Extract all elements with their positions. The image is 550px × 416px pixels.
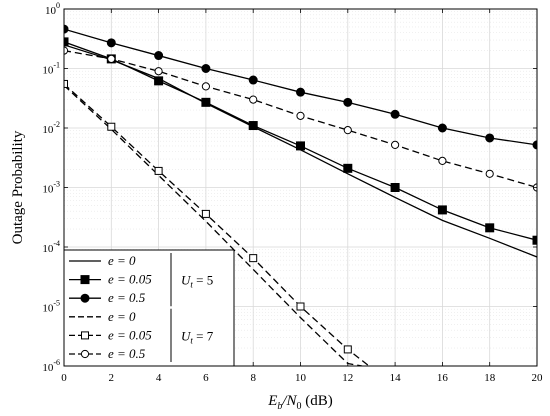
series-4 [64,84,363,366]
series-3-point [485,133,495,143]
series-3-point [390,109,400,119]
legend-group-label-ut7-base: U [181,328,192,343]
legend-label-5: e = 0.05 [108,327,152,342]
x-tick-label: 0 [61,372,67,384]
legend-marker-3 [80,293,90,303]
series-6-point [485,169,494,178]
x-tick-label: 4 [156,372,162,384]
series-6-point [201,82,210,91]
series-3-point [343,97,353,107]
legend-entry-5: e = 0.05 [69,327,152,342]
legend-box [63,249,235,367]
legend-label-1: e = 0 [108,253,136,268]
series-4-line [64,84,363,366]
legend: e = 0 e = 0.05 e = 0.5 e = 0 e = 0.05 e = 0.5… [63,249,235,367]
legend-label-2: e = 0.05 [108,272,152,287]
legend-label-6: e = 0.5 [108,346,146,361]
series-layer [64,24,537,366]
y-axis-label: Outage Probability [10,130,26,244]
series-2-point [154,76,164,86]
legend-label-3: e = 0.5 [108,290,146,305]
x-axis-label-tail: (dB) [302,393,333,409]
series-2-point [390,183,400,192]
series-3-point [296,87,305,97]
legend-group-label-ut7-sub: t [190,335,193,345]
series-5-point [343,345,352,354]
series-3-point [248,75,258,85]
y-tick-label: 10-3 [42,180,60,196]
legend-group-label-ut5-sub: t [190,280,193,290]
legend-marker-5 [81,331,89,340]
y-tick-label: 10-2 [42,120,60,136]
series-6-point [438,156,447,165]
y-tick-label: 100 [45,1,60,17]
series-5-point [296,302,305,311]
series-6-point [249,95,258,104]
series-6-point [391,140,400,149]
series-3-point [201,64,211,73]
legend-group-label-ut5-tail: = 5 [193,273,213,288]
series-5-line [64,83,370,366]
series-3-point [106,38,116,48]
x-tick-label: 2 [109,372,115,384]
series-3-point [437,123,447,133]
x-axis-label: Eb/N0 (dB) [267,393,333,412]
series-5-point [64,79,68,88]
series-5-point [201,209,210,218]
x-tick-label: 8 [250,372,256,384]
y-tick-label: 10-5 [42,299,60,315]
x-tick-label: 10 [295,372,307,384]
y-tick-label: 10-4 [42,239,60,255]
legend-entry-3: e = 0.5 [69,290,146,305]
legend-entry-6: e = 0.5 [69,346,146,361]
series-5-point [249,254,258,263]
series-2-point [485,223,495,233]
series-3-point [154,51,164,61]
legend-entry-4: e = 0 [69,309,136,324]
series-2-point [201,97,211,107]
legend-marker-2 [80,275,90,285]
series-3-point [64,24,69,34]
legend-marker-6 [80,349,90,359]
series-3 [64,24,537,150]
legend-group-label-ut7: Ut = 7 [181,328,214,345]
x-tick-label: 20 [532,372,544,384]
legend-label-4: e = 0 [108,309,136,324]
x-axis-label-sub: b [277,401,282,412]
legend-group-label-ut7-tail: = 7 [193,328,214,343]
x-tick-label: 6 [203,372,209,384]
series-6-point [296,111,305,120]
legend-entry-2: e = 0.05 [69,272,152,287]
series-6-point [107,54,116,63]
series-3-point [532,140,537,150]
tick-labels-layer: 0 2 4 6 8 10 12 14 16 18 20 10-6 10-5 10-4 10-3 10-2 10-… [42,1,543,384]
series-2-point [64,37,69,47]
series-2-point [437,205,447,215]
series-2-point [343,163,353,173]
series-6-point [343,126,352,135]
y-tick-label: 10-6 [42,358,60,374]
x-tick-label: 14 [390,372,402,384]
legend-entry-1: e = 0 [69,253,136,268]
series-2-point [296,141,305,151]
series-5-point [154,166,163,175]
x-tick-label: 16 [437,372,449,384]
y-tick-label: 10-1 [42,61,60,77]
series-6 [64,46,537,192]
x-tick-label: 12 [342,372,353,384]
series-5-point [107,122,116,131]
legend-entries: e = 0 e = 0.05 e = 0.5 e = 0 e = 0.05 e = 0.5 [69,253,152,361]
legend-group-label-ut5-base: U [181,273,192,288]
x-axis-label-mid: /N [281,393,297,409]
series-5 [64,79,370,366]
x-tick-label: 18 [484,372,496,384]
series-2-point [248,121,258,131]
x-axis-label-base: E [267,393,277,409]
legend-group-label-ut5: Ut = 5 [181,273,213,290]
x-axis-label-sub2: 0 [297,401,302,412]
series-2-point [532,235,537,245]
series-6-point [154,67,163,76]
